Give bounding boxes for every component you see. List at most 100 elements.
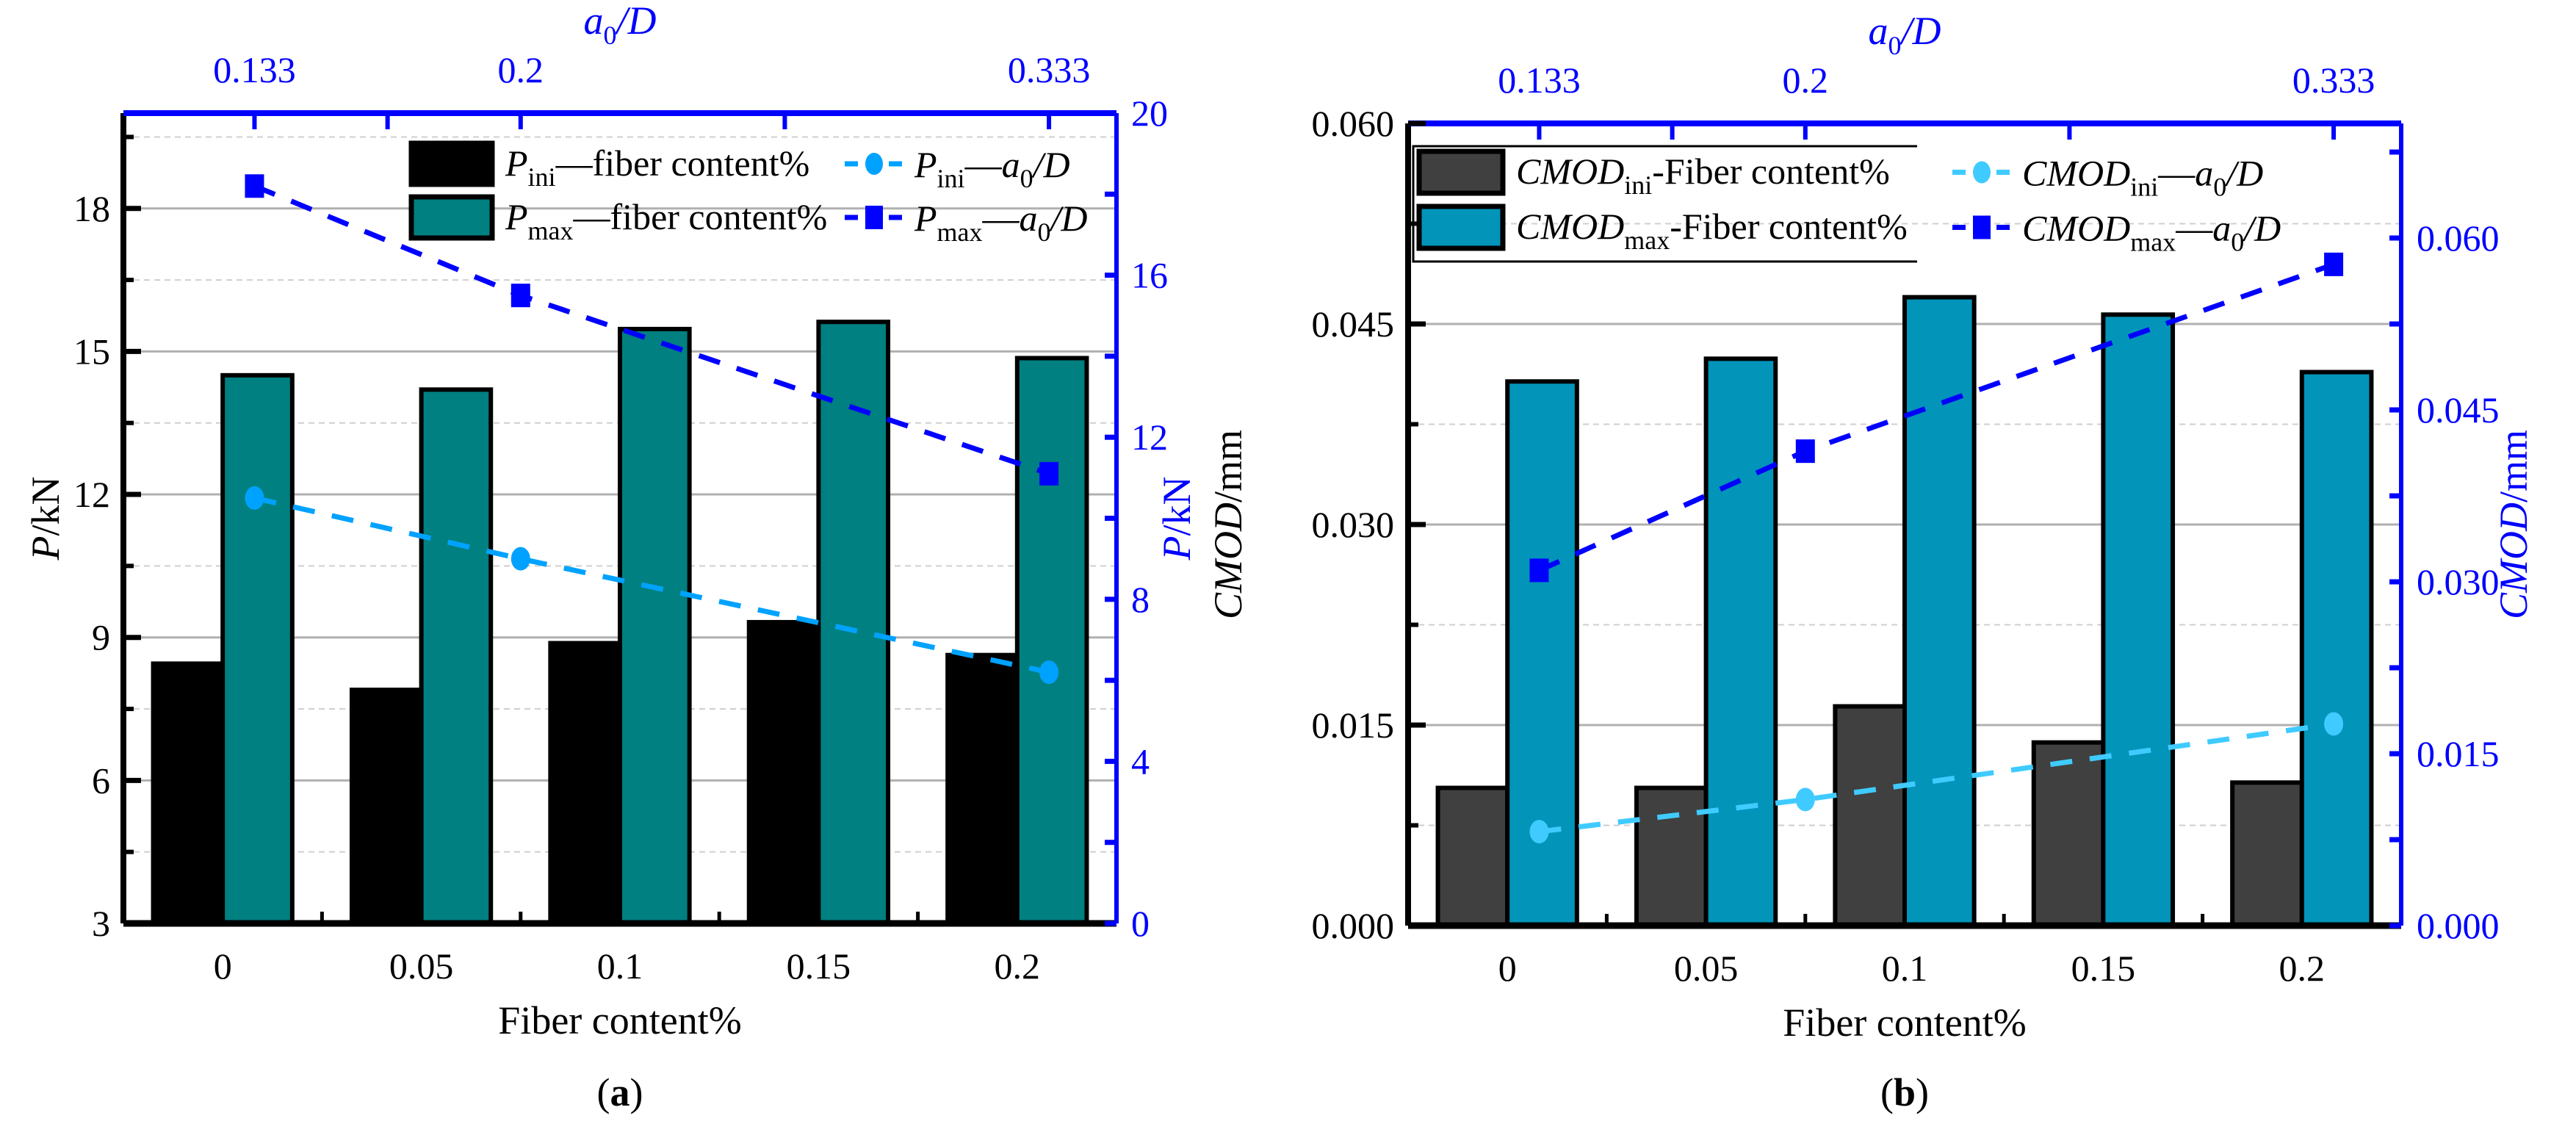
y-tick-label: 0.030 xyxy=(1312,504,1395,545)
text-part: — xyxy=(2157,153,2196,194)
legend-swatch xyxy=(1416,148,1506,196)
x-tick-label: 0 xyxy=(1498,948,1517,989)
text-part: a xyxy=(610,1070,630,1114)
y-tick-label: 0.015 xyxy=(1312,704,1395,746)
bar-max-0.2 xyxy=(2299,370,2374,928)
bar-max-0.2 xyxy=(1014,356,1089,926)
text-part: CMOD xyxy=(2492,502,2536,619)
text-part: a xyxy=(584,0,604,43)
marker-circle xyxy=(1039,660,1059,685)
text-part: a xyxy=(1020,198,1038,239)
y-right-axis-title: P/kN xyxy=(1155,477,1199,561)
text-part: /D xyxy=(2242,208,2281,249)
marker-square xyxy=(510,284,530,308)
legend: CMODini-Fiber content%CMODmax-Fiber cont… xyxy=(1412,145,2281,263)
legend-label: CMODmax-Fiber content% xyxy=(1516,206,1908,255)
y-right-tick-label: 20 xyxy=(1131,93,1168,134)
legend-marker-square xyxy=(1973,215,1991,239)
text-part: P xyxy=(505,143,528,184)
x-top-tick-label: 0.2 xyxy=(1783,60,1829,101)
marker-circle xyxy=(510,547,530,571)
text-part: ( xyxy=(597,1070,610,1114)
text-part: — xyxy=(982,198,1020,239)
y-axis-title: P/kN xyxy=(24,477,68,561)
x-axis-title: Fiber content% xyxy=(498,998,741,1042)
legend-swatch xyxy=(408,194,495,241)
y-tick-label: 0.045 xyxy=(1312,303,1395,345)
figure-caption: (b) xyxy=(1880,1070,1929,1114)
text-part: ini xyxy=(937,164,965,193)
line-ini xyxy=(1539,721,2334,835)
text-part: /D xyxy=(615,0,657,43)
text-part: ( xyxy=(1880,1070,1894,1114)
x-top-tick-label: 0.333 xyxy=(1008,49,1091,90)
text-part: /D xyxy=(2224,153,2263,194)
text-part: ) xyxy=(1916,1070,1929,1114)
y-right-tick-label: 0.030 xyxy=(2417,561,2500,602)
y-right-tick-label: 0.000 xyxy=(2417,905,2500,946)
text-part: max xyxy=(2130,228,2176,257)
bar-ini-0.15 xyxy=(746,619,821,926)
x-top-tick-label: 0.133 xyxy=(1498,60,1581,101)
marker-square xyxy=(2324,252,2344,276)
bar-max-0.1 xyxy=(1902,295,1977,929)
legend-label: Pmax—fiber content% xyxy=(505,196,827,245)
text-part: P xyxy=(914,144,937,185)
text-part: 0 xyxy=(1020,164,1033,193)
marker-square xyxy=(1529,558,1549,583)
text-part: b xyxy=(1894,1070,1916,1114)
y-right-tick-label: 8 xyxy=(1131,579,1150,620)
text-part: /D xyxy=(1049,198,1088,239)
text-part: CMOD xyxy=(2022,208,2130,249)
bar-max-0 xyxy=(1505,379,1579,928)
text-part: —fiber content% xyxy=(573,196,828,237)
text-part: — xyxy=(2175,208,2213,249)
text-part: a xyxy=(2212,208,2231,249)
x-tick-label: 0.1 xyxy=(597,945,643,987)
legend: Pini—fiber content%Pmax—fiber content%Pi… xyxy=(408,140,1088,247)
bar-ini-0.2 xyxy=(945,652,1020,926)
text-part: P xyxy=(24,536,68,561)
x-tick-label: 0.2 xyxy=(2279,948,2326,989)
y-tick-label: 0.060 xyxy=(1312,103,1395,144)
y-right-tick-label: 4 xyxy=(1131,740,1150,782)
legend-swatch xyxy=(408,140,495,187)
text-part: a xyxy=(1002,144,1020,185)
text-part: ini xyxy=(528,162,556,192)
text-part: /D xyxy=(1899,9,1941,53)
y-tick-label: 12 xyxy=(73,474,110,515)
bar-max-0 xyxy=(220,372,295,926)
text-part: ini xyxy=(1624,170,1652,200)
y-right-tick-label: 0.045 xyxy=(2417,389,2500,430)
top-axis-title: a0/D xyxy=(1869,9,1941,60)
text-part: CMOD xyxy=(1516,206,1624,247)
bar-ini-0.05 xyxy=(349,688,424,926)
text-part: /kN xyxy=(24,477,68,536)
bar-ini-0.1 xyxy=(548,641,622,926)
y-tick-label: 9 xyxy=(92,617,110,658)
text-part: /D xyxy=(1031,144,1070,185)
text-part: 0 xyxy=(604,21,617,50)
chart-b: 0.000 0.015 0.030 0.045 0.060 0.000 0.015 0.030… xyxy=(1206,9,2536,1114)
chart-a: 3 6 9 12 15 18 0 4 8 12 16 20 0 0.05 0.1 0.15 0.2 0.133 0.… xyxy=(24,0,1199,1114)
text-part: P xyxy=(914,198,937,239)
marker-circle xyxy=(1529,820,1549,844)
text-part: 0 xyxy=(1038,217,1051,247)
y-axis-title: CMOD/mm xyxy=(1206,430,1250,619)
x-top-tick-label: 0.133 xyxy=(213,49,296,90)
x-tick-label: 0.05 xyxy=(389,945,454,987)
bar-ini-0.15 xyxy=(2031,740,2106,928)
marker-square xyxy=(1039,461,1059,486)
marker-square xyxy=(1795,439,1815,464)
text-part: —fiber content% xyxy=(555,143,810,184)
y-right-tick-label: 12 xyxy=(1131,417,1168,458)
marker-circle xyxy=(2324,712,2344,736)
text-part: 0 xyxy=(2231,228,2244,257)
y-right-axis-title: CMOD/mm xyxy=(2492,430,2536,619)
y-tick-label: 3 xyxy=(92,903,110,944)
legend-label: Pini—fiber content% xyxy=(505,143,809,192)
bar-max-0.15 xyxy=(2101,312,2176,928)
line-ini xyxy=(253,495,1050,675)
x-tick-label: 0.2 xyxy=(995,945,1041,987)
legend-label: CMODmax—a0/D xyxy=(2022,208,2281,257)
